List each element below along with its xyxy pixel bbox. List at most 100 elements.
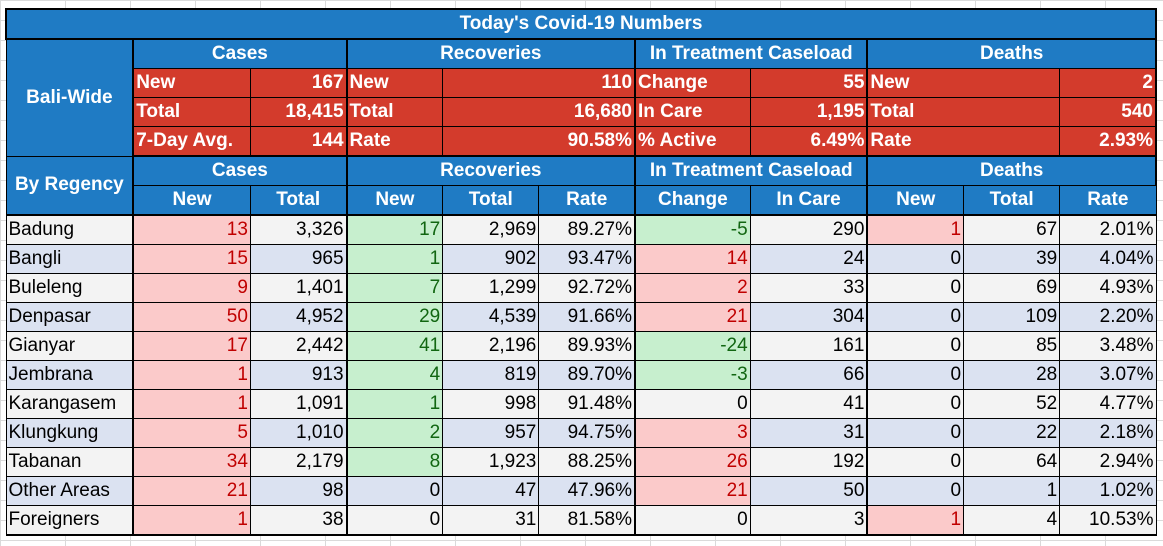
column-header: In Care xyxy=(749,185,868,216)
table-cell: 4 xyxy=(345,360,444,390)
column-header: New xyxy=(866,185,965,216)
table-cell: 38 xyxy=(249,505,348,536)
table-cell: 2.94% xyxy=(1059,447,1157,477)
table-cell: 47.96% xyxy=(538,476,636,506)
table-cell: 1 xyxy=(132,505,251,536)
table-cell: 1 xyxy=(866,214,965,245)
bali-recoveries-value: 16,680 xyxy=(442,97,637,127)
bali-wide-row: 7-Day Avg. 144 Rate 90.58%% Active 6.49% Rate… xyxy=(6,126,1158,157)
table-cell: 0 xyxy=(866,418,965,448)
table-cell: -5 xyxy=(634,214,751,245)
table-cell: 50 xyxy=(132,302,251,332)
table-cell: 1 xyxy=(345,389,444,419)
bali-deaths-label: Rate xyxy=(866,126,1061,157)
column-header: Rate xyxy=(1059,185,1157,216)
table-cell: 31 xyxy=(749,418,868,448)
table-cell: 3 xyxy=(634,418,751,448)
bali-cases-label: 7-Day Avg. xyxy=(132,126,251,157)
table-cell: 5 xyxy=(132,418,251,448)
table-cell: 93.47% xyxy=(538,244,636,274)
region-name: Klungkung xyxy=(5,418,135,448)
table-cell: 1 xyxy=(132,360,251,390)
table-cell: 91.66% xyxy=(538,302,636,332)
bali-cases-header: Cases xyxy=(132,38,348,69)
table-cell: 89.93% xyxy=(538,331,636,361)
region-name: Buleleng xyxy=(5,273,135,303)
region-name: Gianyar xyxy=(5,331,135,361)
column-header: Total xyxy=(442,185,540,216)
table-cell: 34 xyxy=(132,447,251,477)
table-cell: 31 xyxy=(442,505,540,536)
table-cell: 14 xyxy=(634,244,751,274)
bali-deaths-label: Total xyxy=(866,97,1061,127)
table-cell: 0 xyxy=(866,360,965,390)
regency-recoveries-header: Recoveries xyxy=(345,155,637,186)
table-cell: 1,010 xyxy=(249,418,348,448)
table-cell: 2,196 xyxy=(442,331,540,361)
table-cell: 24 xyxy=(749,244,868,274)
table-cell: 304 xyxy=(749,302,868,332)
table-row: Badung 13 3,326 17 2,969 89.27% -5 290 1 67 2.01% xyxy=(5,214,1157,245)
table-cell: 0 xyxy=(866,447,965,477)
table-cell: 21 xyxy=(634,476,751,506)
table-cell: 0 xyxy=(634,389,751,419)
table-cell: 89.27% xyxy=(538,214,636,245)
table-cell: 41 xyxy=(749,389,868,419)
table-cell: 4.77% xyxy=(1059,389,1157,419)
bali-deaths-label: New xyxy=(866,68,1061,98)
bali-recoveries-label: Rate xyxy=(345,126,444,157)
table-cell: 21 xyxy=(132,476,251,506)
table-cell: 85 xyxy=(963,331,1061,361)
table-cell: 2 xyxy=(345,418,444,448)
table-cell: 902 xyxy=(442,244,540,274)
table-cell: 109 xyxy=(963,302,1061,332)
column-header: New xyxy=(132,185,251,216)
table-cell: 22 xyxy=(963,418,1061,448)
table-cell: 64 xyxy=(963,447,1061,477)
table-row: Bangli 15 965 1 902 93.47% 14 24 0 39 4.04% xyxy=(5,244,1157,274)
table-cell: 1,923 xyxy=(442,447,540,477)
bali-treatment-label: % Active xyxy=(634,126,751,157)
bali-deaths-value: 2 xyxy=(1059,68,1158,98)
bali-cases-value: 18,415 xyxy=(249,97,348,127)
table-cell: 2,969 xyxy=(442,214,540,245)
table-cell: 0 xyxy=(866,389,965,419)
table-cell: 91.48% xyxy=(538,389,636,419)
bali-treatment-value: 55 xyxy=(749,68,869,98)
table-cell: 26 xyxy=(634,447,751,477)
column-header: Total xyxy=(963,185,1061,216)
table-cell: 8 xyxy=(345,447,444,477)
bali-cases-label: Total xyxy=(132,97,251,127)
region-name: Denpasar xyxy=(5,302,135,332)
table-cell: 1 xyxy=(132,389,251,419)
region-name: Jembrana xyxy=(5,360,135,390)
table-cell: 0 xyxy=(866,244,965,274)
bali-recoveries-value: 110 xyxy=(442,68,637,98)
table-cell: 3.48% xyxy=(1059,331,1157,361)
table-cell: 1,401 xyxy=(249,273,348,303)
bali-cases-value: 167 xyxy=(249,68,348,98)
region-name: Tabanan xyxy=(5,447,135,477)
table-cell: 13 xyxy=(132,214,251,245)
table-cell: 2,442 xyxy=(249,331,348,361)
column-header: Rate xyxy=(538,185,636,216)
table-cell: 10.53% xyxy=(1059,505,1157,536)
bali-treatment-label: In Care xyxy=(634,97,751,127)
table-cell: 9 xyxy=(132,273,251,303)
column-header: Change xyxy=(634,185,751,216)
bali-deaths-value: 2.93% xyxy=(1059,126,1158,157)
table-cell: 81.58% xyxy=(538,505,636,536)
table-cell: 2.18% xyxy=(1059,418,1157,448)
table-row: Buleleng 9 1,401 7 1,299 92.72% 2 33 0 69 4.93% xyxy=(5,273,1157,303)
regency-treatment-header: In Treatment Caseload xyxy=(634,155,869,186)
table-cell: 957 xyxy=(442,418,540,448)
regency-cases-header: Cases xyxy=(132,155,348,186)
bali-deaths-header: Deaths xyxy=(866,38,1157,69)
table-row: Other Areas 21 98 0 47 47.96% 21 50 0 1 1.02% xyxy=(5,476,1157,506)
table-cell: 1,091 xyxy=(249,389,348,419)
table-cell: 1.02% xyxy=(1059,476,1157,506)
bali-cases-value: 144 xyxy=(249,126,348,157)
table-cell: 15 xyxy=(132,244,251,274)
table-cell: 4.04% xyxy=(1059,244,1157,274)
table-cell: 2 xyxy=(634,273,751,303)
